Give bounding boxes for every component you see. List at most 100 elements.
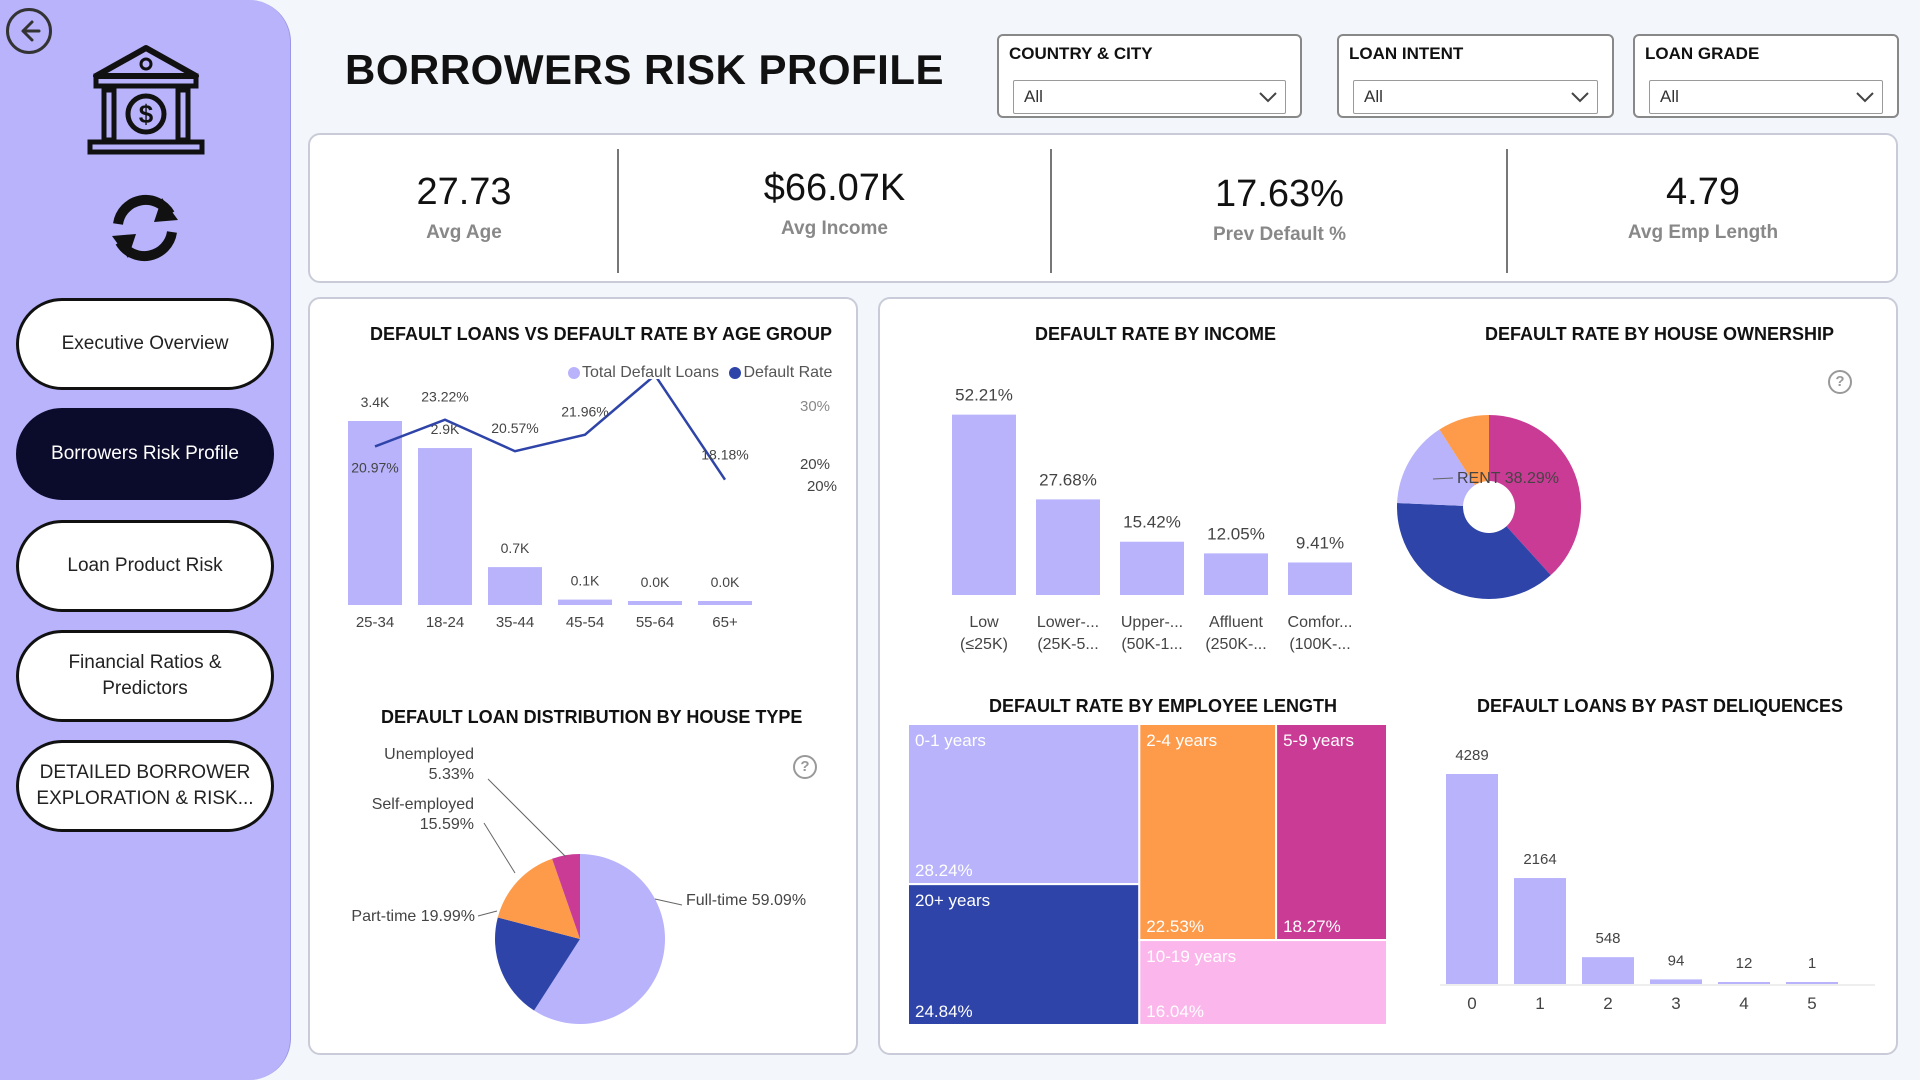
filter-loan-grade-dropdown[interactable]: All (1649, 80, 1883, 114)
treemap-tile-name: 0-1 years (915, 731, 986, 750)
bar (418, 448, 472, 605)
bar (488, 567, 542, 605)
x-tick-label: 18-24 (426, 614, 464, 631)
kpi-divider (1050, 149, 1052, 273)
slice-label-value: 5.33% (429, 766, 474, 783)
treemap-tile (908, 883, 1141, 1026)
bar-data-label: 1 (1808, 955, 1816, 972)
bar-data-label: 94 (1668, 952, 1685, 969)
nav-borrowers-risk-profile[interactable]: Borrowers Risk Profile (16, 408, 274, 500)
treemap-tile-name: 5-9 years (1283, 731, 1354, 750)
treemap-tile-value: 28.24% (915, 861, 973, 880)
bar (628, 601, 682, 605)
bar-data-label: 3.4K (361, 394, 390, 410)
kpi-avg-age: 27.73 Avg Age (310, 135, 618, 285)
bar-data-label: 0.0K (711, 574, 740, 590)
nav-loan-product-risk[interactable]: Loan Product Risk (16, 520, 274, 612)
delinq-chart: 4289 0 2164 1 548 2 94 3 12 4 1 5 (1440, 747, 1875, 1013)
bar-data-label: 2164 (1523, 851, 1556, 868)
kpi-avg-income: $66.07K Avg Income (619, 135, 1050, 285)
help-icon[interactable]: ? (793, 755, 817, 779)
nav-financial-ratios[interactable]: Financial Ratios & Predictors (16, 630, 274, 722)
x-tick-label: 4 (1739, 994, 1748, 1013)
pie-slice (497, 858, 580, 939)
kpi-label: Avg Emp Length (1627, 222, 1779, 243)
kpi-value: 4.79 (1666, 171, 1740, 213)
x-tick-label: Lower-... (1037, 614, 1099, 631)
x-tick-label: (250K-... (1205, 636, 1266, 653)
kpi-label: Prev Default % (1212, 224, 1347, 245)
axis-tick-label: 20% (800, 456, 830, 473)
chevron-down-icon (1856, 92, 1874, 103)
slice-label: Part-time 19.99% (351, 908, 475, 925)
bar-data-label: 0.7K (501, 540, 530, 556)
bar-data-label: 548 (1595, 930, 1620, 947)
back-arrow-icon[interactable] (6, 8, 52, 54)
treemap-tile-value: 18.27% (1283, 917, 1341, 936)
line-data-label: 20.57% (491, 420, 538, 436)
svg-text:$: $ (139, 99, 154, 129)
filter-country-city-dropdown[interactable]: All (1013, 80, 1286, 114)
age-chart-title: DEFAULT LOANS VS DEFAULT RATE BY AGE GRO… (370, 324, 833, 344)
treemap-tile-name: 10-19 years (1146, 947, 1236, 966)
pie-slice (1489, 415, 1581, 576)
kpi-value: 17.63% (1215, 173, 1344, 215)
x-tick-label: Upper-... (1121, 614, 1183, 631)
y2-tick-30: 30% (800, 398, 831, 415)
slice-label: Unemployed 5.33% (384, 746, 474, 783)
donut-hole (1463, 481, 1515, 533)
treemap-tile-value: 24.84% (915, 1002, 973, 1021)
legend-dot (568, 366, 580, 379)
bar (1582, 957, 1634, 984)
emplength-treemap: 0-1 years 28.24% 20+ years 24.84% 2-4 years 2… (908, 724, 1388, 1026)
y2-tick-label: 20% (807, 478, 837, 495)
kpi-label: Avg Income (781, 218, 888, 239)
x-tick-label: (≤25K) (960, 636, 1008, 653)
kpi-prev-default: 17.63% Prev Default % (1052, 135, 1507, 285)
bar-data-label: 15.42% (1123, 513, 1181, 532)
x-tick-label: 3 (1671, 994, 1680, 1013)
line-data-label: 23.22% (421, 389, 468, 405)
bar (1120, 541, 1184, 595)
x-tick-label: (50K-1... (1121, 636, 1182, 653)
bar (1204, 553, 1268, 595)
leader-line (483, 822, 516, 874)
kpi-value: $66.07K (763, 167, 906, 209)
pie-slice (552, 854, 580, 939)
leader-line (477, 910, 498, 917)
emplength-chart-title: DEFAULT RATE BY EMPLOYEE LENGTH (989, 696, 1338, 716)
pie-slice (534, 854, 665, 1024)
default-rate-line (374, 379, 727, 481)
x-tick-label: Affluent (1209, 614, 1264, 631)
pie-slice (1439, 415, 1489, 507)
filter-loan-intent-dropdown[interactable]: All (1353, 80, 1598, 114)
x-tick-label: 25-34 (356, 614, 394, 631)
line-data-label: 21.96% (561, 404, 608, 420)
treemap-tile-name: 2-4 years (1146, 731, 1217, 750)
x-tick-label: Comfor... (1288, 614, 1353, 631)
leader-line (654, 898, 683, 906)
bar-data-label: 12 (1736, 955, 1753, 972)
refresh-icon[interactable] (104, 190, 186, 266)
filter-label: LOAN GRADE (1645, 44, 1760, 63)
bar (1718, 982, 1770, 984)
left-panel: DEFAULT LOANS VS DEFAULT RATE BY AGE GRO… (308, 297, 858, 1055)
income-chart-title: DEFAULT RATE BY INCOME (1035, 324, 1277, 344)
treemap-tile-value: 16.04% (1146, 1002, 1204, 1021)
nav-executive-overview[interactable]: Executive Overview (16, 298, 274, 390)
x-tick-label: 0 (1467, 994, 1476, 1013)
x-tick-label: 45-54 (566, 614, 604, 631)
help-icon[interactable]: ? (1828, 370, 1852, 394)
treemap-tile-name: 20+ years (915, 891, 990, 910)
ownership-chart: RENT 38.29%OTHER37.41%MORTGAGE15.25%OWN … (1397, 415, 1581, 599)
treemap-tile (1275, 724, 1388, 942)
slice-label: RENT 38.29% (1457, 470, 1559, 487)
filter-label: LOAN INTENT (1349, 44, 1464, 63)
nav-detailed-borrower-exploration[interactable]: DETAILED BORROWER EXPLORATION & RISK... (16, 740, 274, 832)
x-tick-label: 55-64 (636, 614, 674, 631)
slice-label: Full-time 59.09% (686, 892, 806, 909)
bar (1288, 562, 1352, 595)
treemap-tile (1138, 724, 1278, 942)
x-tick-label: 65+ (712, 614, 738, 631)
x-tick-label: Low (969, 614, 999, 631)
